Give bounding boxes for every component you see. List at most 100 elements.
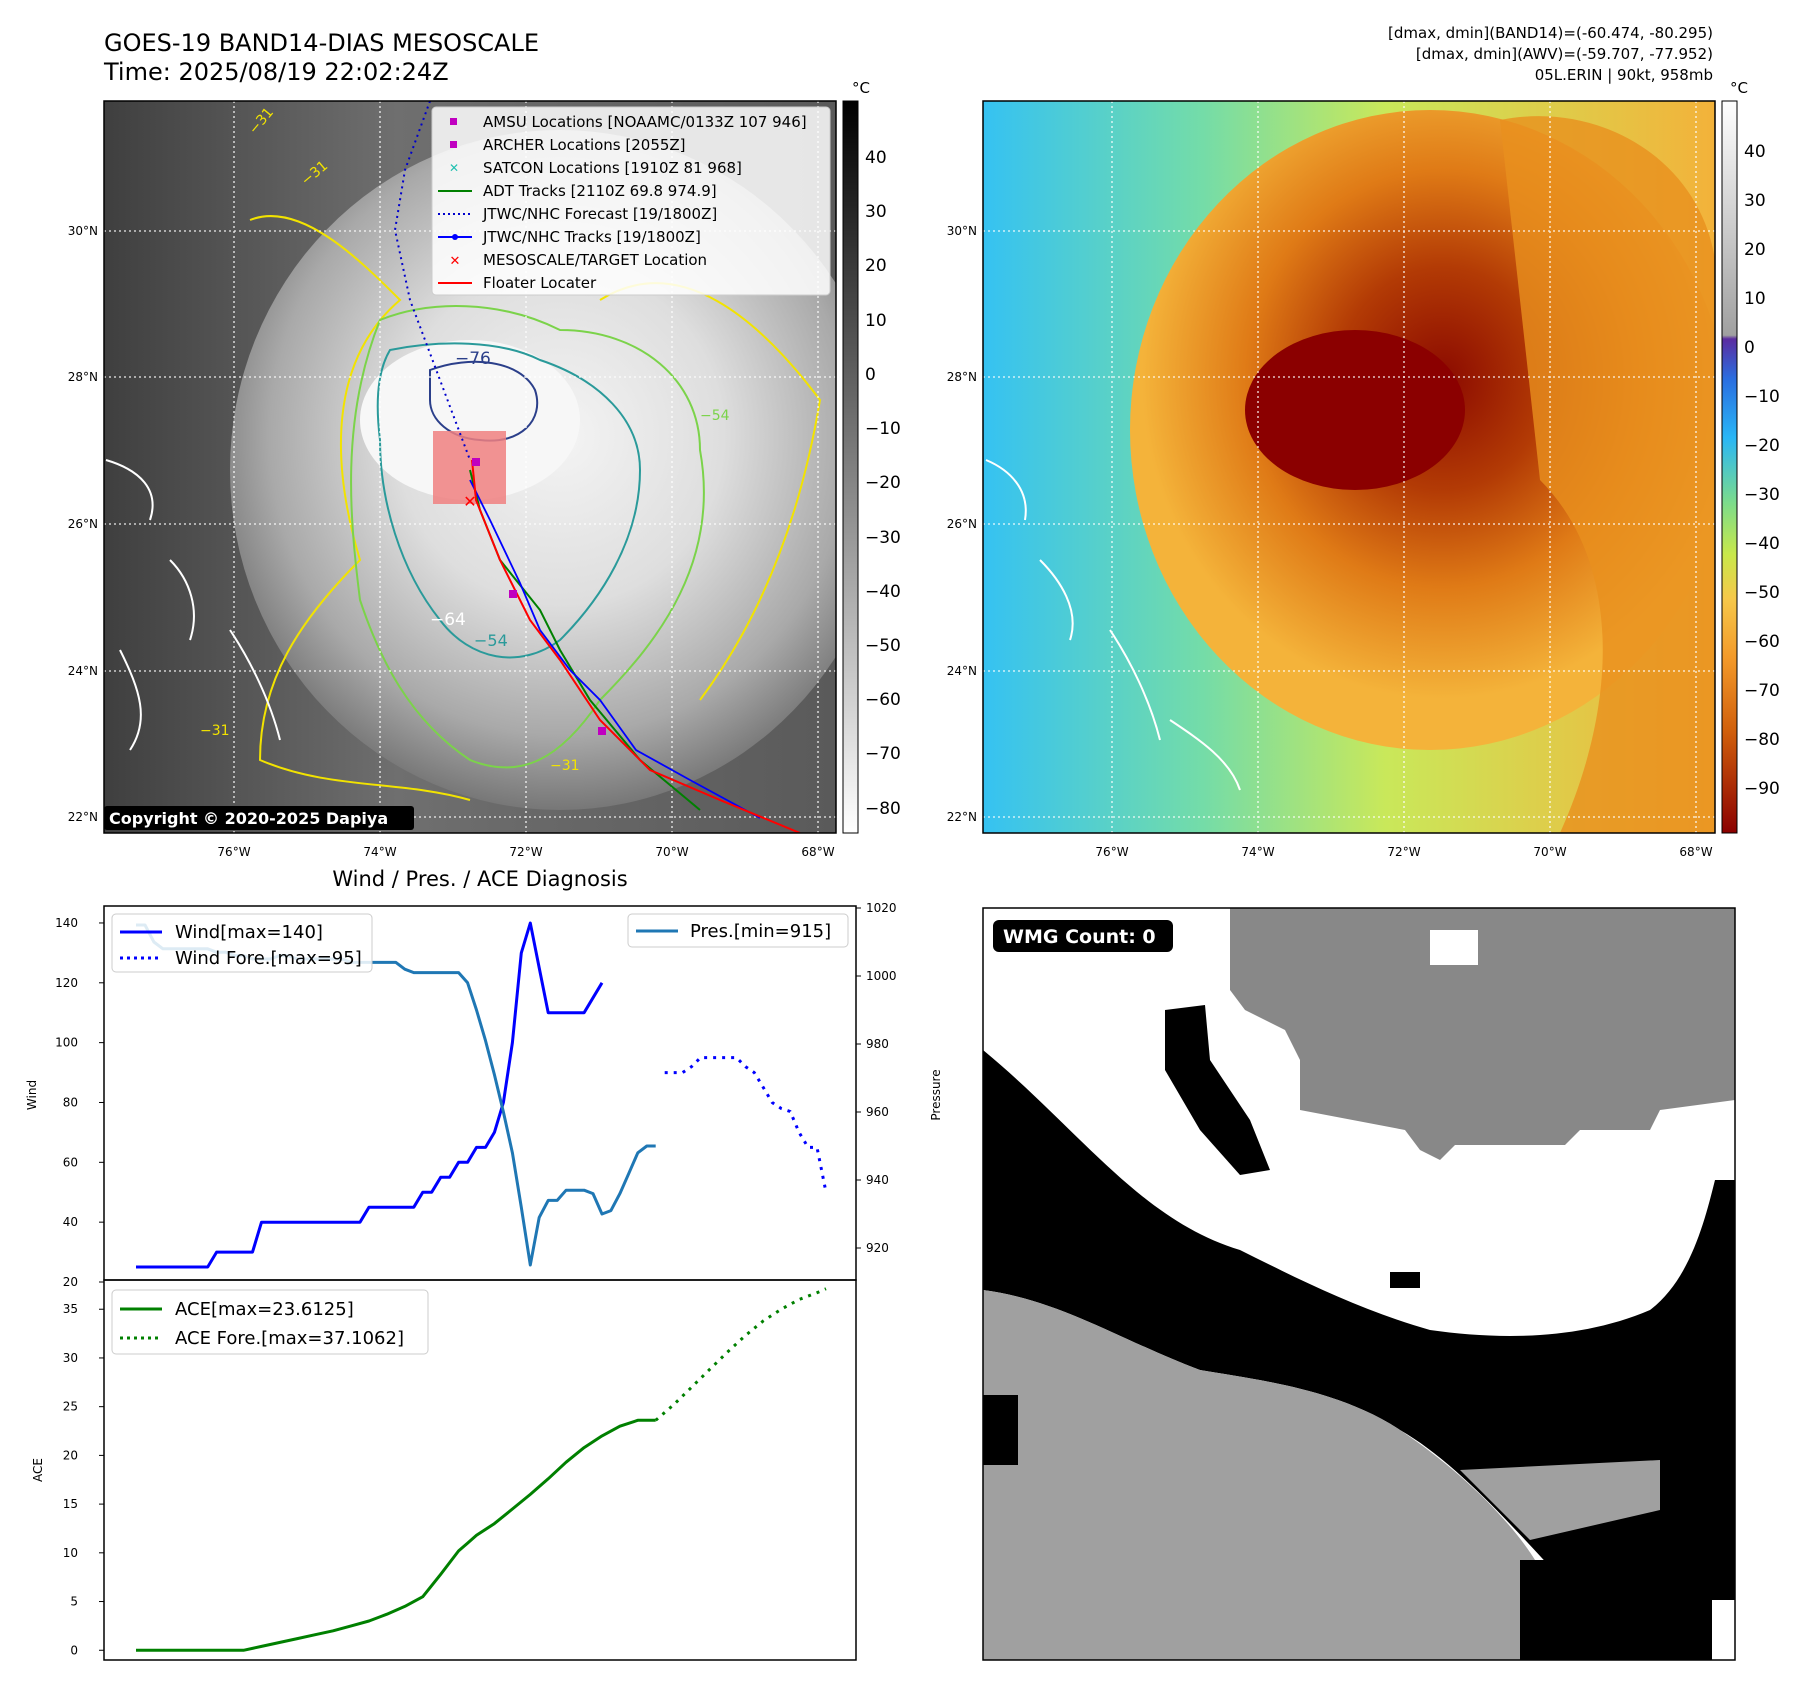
pressure-tick-label: 960 (866, 1105, 889, 1119)
band14-lon-ticks: 76°W 74°W 72°W 70°W 68°W (217, 845, 834, 859)
stats-band14: [dmax, dmin](BAND14)=(-60.474, -80.295) (1388, 24, 1713, 42)
series-line-4 (654, 1287, 827, 1422)
wmg-black-island (1390, 1272, 1420, 1288)
lat-tick: 26°N (68, 517, 98, 531)
wmg-count-badge (993, 920, 1173, 952)
colorbar-tick: −60 (1744, 632, 1780, 652)
legend-archer-icon (450, 141, 457, 148)
band14-colorbar-unit: °C (852, 79, 870, 97)
contour-label: −31 (550, 758, 580, 774)
pressure-tick-label: 940 (866, 1173, 889, 1187)
diagnosis-title: Wind / Pres. / ACE Diagnosis (332, 867, 627, 891)
ace-lines (136, 1287, 827, 1652)
floater-track (471, 459, 801, 833)
colorbar-tick: 30 (1744, 191, 1766, 211)
ace-axis-ticks: 0 5 10 15 20 25 30 35 (63, 1302, 104, 1657)
lat-tick: 28°N (947, 370, 977, 384)
lon-tick: 70°W (655, 845, 688, 859)
band14-cold-core (360, 340, 580, 500)
band14-legend: AMSU Locations [NOAAMC/0133Z 107 946] AR… (431, 106, 831, 296)
legend-satcon: SATCON Locations [1910Z 81 968] (483, 159, 742, 177)
ace-legend (111, 1289, 429, 1355)
ace-tick-label: 20 (63, 1448, 78, 1462)
colorbar-tick: −80 (1744, 730, 1780, 750)
figure-title: GOES-19 BAND14-DIAS MESOSCALE (104, 29, 539, 57)
colorbar-tick: 40 (1744, 142, 1766, 162)
wind-forecast-legend-label: Wind Fore.[max=95] (175, 948, 362, 969)
target-marker: ✕ (463, 492, 476, 511)
colorbar-tick: 20 (1744, 240, 1766, 260)
wind-tick-label: 20 (63, 1275, 78, 1289)
lon-tick: 68°W (801, 845, 834, 859)
colorbar-tick: −30 (1744, 485, 1780, 505)
pres-legend (627, 913, 849, 948)
colorbar-tick: 10 (865, 311, 887, 331)
wmg-panel: WMG Count: 0 (982, 907, 1736, 1661)
lat-tick: 22°N (947, 810, 977, 824)
lon-tick: 76°W (217, 845, 250, 859)
ace-tick-label: 10 (63, 1546, 78, 1560)
contour-label: −54 (474, 631, 508, 650)
contour-label: −54 (700, 408, 730, 424)
ace-tick-label: 30 (63, 1351, 78, 1365)
lon-tick: 74°W (363, 845, 396, 859)
wmg-grey-bottom-right (1460, 1460, 1660, 1540)
ace-tick-label: 15 (63, 1497, 78, 1511)
wind-pres-lines (136, 921, 828, 1269)
wmg-black-left (983, 1395, 1018, 1465)
series-line-3 (136, 1418, 656, 1652)
legend-archer: ARCHER Locations [2055Z] (483, 136, 686, 154)
copyright-text: Copyright © 2020-2025 Dapiya (109, 809, 388, 828)
ace-frame (103, 1279, 857, 1661)
colorbar-tick: −30 (865, 528, 901, 548)
lat-tick: 24°N (947, 664, 977, 678)
jtwc-track (469, 479, 761, 819)
series-line-1 (664, 1056, 828, 1193)
coastline (985, 459, 1241, 791)
band14-colorbar-ticks: 40 30 20 10 0 −10 −20 −30 −40 −50 −60 −7… (865, 148, 901, 819)
colorbar-tick: −50 (1744, 583, 1780, 603)
ace-legend-label: ACE[max=23.6125] (175, 1299, 354, 1320)
awv-grid (983, 101, 1715, 833)
legend-adt: ADT Tracks [2110Z 69.8 974.9] (483, 182, 717, 200)
wind-pres-panel: 20 40 60 80 100 120 140 920 940 960 980 1000 1020 W… (25, 901, 943, 1289)
legend-amsu: AMSU Locations [NOAAMC/0133Z 107 946] (483, 113, 807, 131)
wind-tick-label: 120 (55, 976, 78, 990)
colorbar-tick: 0 (1744, 338, 1755, 358)
lon-tick: 72°W (1387, 845, 1420, 859)
jtwc-forecast-track (393, 101, 471, 461)
series-line-0 (136, 921, 604, 1269)
wind-legend-label: Wind[max=140] (175, 922, 323, 943)
pressure-axis-label: Pressure (929, 1069, 943, 1120)
copyright-badge (104, 806, 414, 830)
wmg-grey-top (1230, 908, 1735, 1160)
wind-tick-label: 100 (55, 1036, 78, 1050)
pressure-axis-ticks: 920 940 960 980 1000 1020 (856, 901, 897, 1255)
legend-target-icon: ✕ (450, 254, 461, 269)
ace-axis-label: ACE (31, 1458, 45, 1482)
wmg-grey-bottom (983, 1290, 1535, 1660)
wind-tick-label: 60 (63, 1155, 78, 1169)
teal-contour (376, 342, 642, 659)
contour-label: −31 (200, 723, 230, 739)
lat-tick: 28°N (68, 370, 98, 384)
pressure-tick-label: 980 (866, 1037, 889, 1051)
stats-storm: 05L.ERIN | 90kt, 958mb (1535, 66, 1713, 84)
awv-map (983, 101, 1715, 833)
wind-axis-label: Wind (25, 1080, 39, 1110)
wind-legend (111, 913, 373, 973)
awv-lat-ticks: 30°N 28°N 26°N 24°N 22°N (947, 224, 977, 824)
awv-frame (982, 100, 1716, 834)
colorbar-tick: −40 (1744, 534, 1780, 554)
lat-tick: 26°N (947, 517, 977, 531)
colorbar-tick: −10 (865, 419, 901, 439)
pressure-tick-label: 1020 (866, 901, 897, 915)
colorbar-tick: −70 (865, 744, 901, 764)
lon-tick: 68°W (1679, 845, 1712, 859)
lat-tick: 24°N (68, 664, 98, 678)
ace-tick-label: 0 (70, 1643, 78, 1657)
colorbar-tick: −10 (1744, 387, 1780, 407)
colorbar-tick: −20 (1744, 436, 1780, 456)
figure-time: Time: 2025/08/19 22:02:24Z (103, 58, 449, 86)
lat-tick: 30°N (947, 224, 977, 238)
